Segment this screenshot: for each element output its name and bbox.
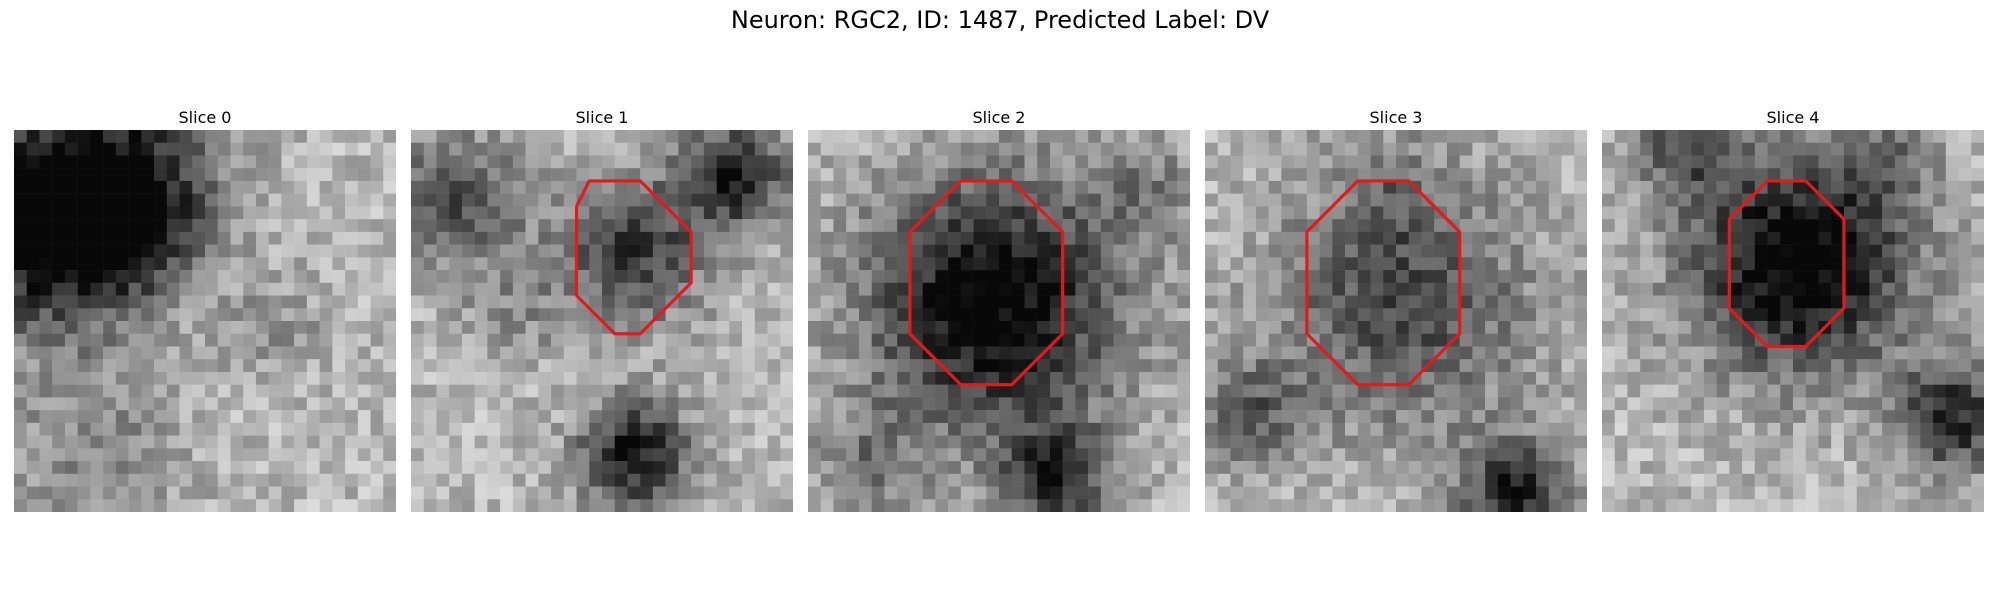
- figure-title: Neuron: RGC2, ID: 1487, Predicted Label:…: [730, 6, 1270, 34]
- slice-image: [411, 130, 793, 512]
- slice-image-svg: [1205, 130, 1587, 512]
- cell-contour: [1305, 179, 1462, 387]
- slice-panel-2: Slice 2: [808, 106, 1190, 512]
- slice-image: [1602, 130, 1984, 512]
- slice-title: Slice 0: [178, 108, 232, 127]
- cell-contour: [908, 179, 1065, 387]
- slice-panel-4: Slice 4: [1602, 106, 1984, 512]
- slice-title: Slice 3: [1369, 108, 1423, 127]
- cell-contour: [1727, 179, 1846, 349]
- slice-title: Slice 1: [575, 108, 629, 127]
- slice-image-svg: [411, 130, 793, 512]
- slice-panel-0: Slice 0: [14, 106, 396, 512]
- slice-image-svg: [1602, 130, 1984, 512]
- slice-panel-1: Slice 1: [411, 106, 793, 512]
- slice-image: [14, 130, 396, 512]
- slice-image-svg: [14, 130, 396, 512]
- slice-image: [808, 130, 1190, 512]
- slice-title: Slice 2: [972, 108, 1026, 127]
- slice-image: [1205, 130, 1587, 512]
- slice-image-svg: [808, 130, 1190, 512]
- cell-contour: [574, 179, 693, 336]
- slice-panel-3: Slice 3: [1205, 106, 1587, 512]
- slice-title: Slice 4: [1766, 108, 1820, 127]
